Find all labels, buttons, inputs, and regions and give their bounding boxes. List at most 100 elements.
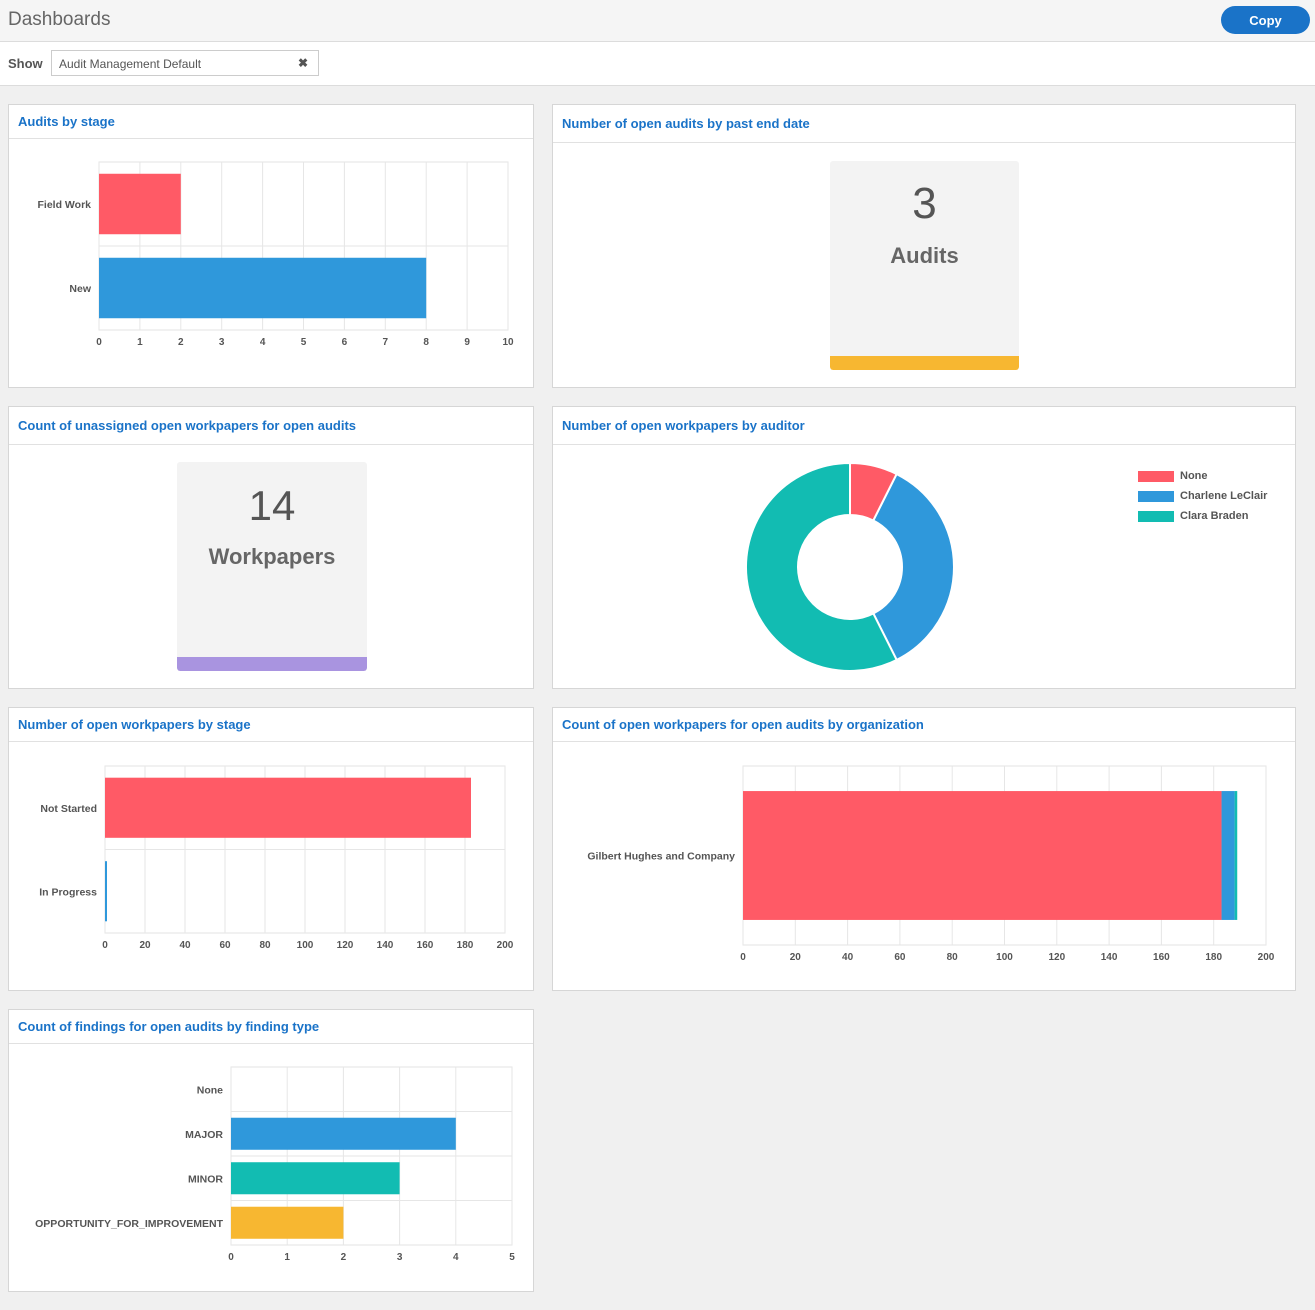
x-tick-label: 100 (996, 952, 1013, 963)
bar[interactable] (99, 173, 181, 235)
kpi-value: 3 (912, 179, 937, 228)
x-tick-label: 80 (259, 940, 271, 951)
filter-bar: Show Audit Management Default ✖ (0, 42, 1315, 86)
divider (9, 1043, 533, 1044)
x-tick-label: 100 (297, 940, 314, 951)
x-tick-label: 8 (423, 337, 429, 348)
x-tick-label: 180 (1205, 952, 1222, 963)
x-tick-label: 2 (178, 337, 184, 348)
x-tick-label: 0 (102, 940, 108, 951)
clear-icon[interactable]: ✖ (297, 56, 308, 70)
x-tick-label: 4 (453, 1252, 459, 1263)
x-tick-label: 5 (509, 1252, 515, 1263)
workpapers-by-org-chart: 0 20 40 60 80 100 120 140 160 180 200 Gilbert Hughe… (587, 765, 1275, 963)
x-tick-label: 80 (947, 952, 959, 963)
category-label: None (197, 1084, 223, 1096)
panel-workpapers-by-stage: Number of open workpapers by stage 0 20 40… (8, 707, 534, 991)
x-tick-label: 60 (219, 940, 231, 951)
panel-title: Count of open workpapers for open audits… (562, 717, 924, 732)
x-tick-label: 5 (301, 337, 307, 348)
panel-title: Audits by stage (18, 114, 115, 129)
category-label: Gilbert Hughes and Company (587, 851, 735, 863)
category-label: MAJOR (185, 1129, 223, 1141)
kpi-color-bar (830, 356, 1019, 370)
top-bar: Dashboards Copy (0, 0, 1315, 42)
panel-workpapers-by-auditor: Number of open workpapers by auditor Non… (552, 406, 1296, 689)
category-label: New (69, 283, 91, 295)
donut-slice[interactable] (871, 472, 955, 662)
panel-workpapers-by-org: Count of open workpapers for open audits… (552, 707, 1296, 991)
kpi-value: 14 (248, 482, 296, 529)
x-tick-label: 160 (417, 940, 434, 951)
legend-swatch (1138, 511, 1174, 522)
bar[interactable] (105, 861, 107, 922)
show-label: Show (8, 56, 43, 71)
x-tick-label: 1 (284, 1252, 290, 1263)
workpapers-by-auditor-donut (745, 461, 955, 672)
x-tick-label: 180 (457, 940, 474, 951)
panel-title: Count of findings for open audits by fin… (18, 1019, 320, 1034)
panel-title: Number of open audits by past end date (562, 116, 810, 131)
x-tick-label: 0 (228, 1252, 234, 1263)
findings-by-type-chart: 0 1 2 3 4 5 None MAJOR MINOR OPPORTUNITY_FOR_IMPR… (35, 1066, 515, 1263)
divider (9, 444, 533, 445)
category-label: Field Work (38, 199, 92, 211)
category-label: In Progress (39, 886, 97, 898)
x-tick-label: 200 (1258, 952, 1275, 963)
x-tick-label: 40 (842, 952, 854, 963)
x-tick-label: 120 (337, 940, 354, 951)
x-tick-label: 6 (342, 337, 348, 348)
bar[interactable] (231, 1117, 456, 1150)
x-tick-label: 140 (377, 940, 394, 951)
bar[interactable] (105, 777, 471, 838)
x-tick-label: 200 (497, 940, 514, 951)
x-tick-label: 3 (397, 1252, 403, 1263)
bar-segment[interactable] (1234, 791, 1238, 920)
dashboard-select-value: Audit Management Default (59, 57, 202, 71)
page-title: Dashboards (8, 9, 111, 30)
donut-slice[interactable] (745, 461, 899, 672)
bar[interactable] (231, 1162, 400, 1195)
legend-label: None (1180, 470, 1208, 482)
copy-button[interactable]: Copy (1221, 6, 1310, 34)
divider (553, 741, 1295, 742)
kpi-label: Audits (890, 243, 959, 268)
kpi-tile[interactable]: 3 Audits (830, 161, 1019, 370)
audits-by-stage-chart: 0 1 2 3 4 5 6 7 8 9 10 Field Work New (38, 161, 514, 348)
category-label: OPPORTUNITY_FOR_IMPROVEMENT (35, 1218, 223, 1230)
x-tick-label: 140 (1101, 952, 1118, 963)
x-tick-label: 7 (383, 337, 389, 348)
workpapers-by-stage-chart: 0 20 40 60 80 100 120 140 160 180 200 Not Started In… (39, 765, 514, 951)
panel-open-audits-past-end: Number of open audits by past end date 3… (552, 104, 1296, 388)
x-tick-label: 40 (179, 940, 191, 951)
x-tick-label: 60 (894, 952, 906, 963)
divider (9, 741, 533, 742)
kpi-tile[interactable]: 14 Workpapers (177, 462, 367, 671)
x-tick-label: 120 (1048, 952, 1065, 963)
x-tick-label: 0 (96, 337, 102, 348)
x-tick-label: 4 (260, 337, 266, 348)
panel-title: Count of unassigned open workpapers for … (18, 418, 357, 433)
legend-label: Charlene LeClair (1180, 490, 1268, 502)
x-tick-label: 10 (502, 337, 514, 348)
bar-segment[interactable] (1221, 791, 1235, 920)
category-label: Not Started (40, 803, 97, 815)
x-tick-label: 20 (790, 952, 802, 963)
x-tick-label: 160 (1153, 952, 1170, 963)
kpi-label: Workpapers (208, 544, 336, 569)
dashboard-select[interactable]: Audit Management Default ✖ (51, 50, 319, 76)
panel-title: Number of open workpapers by stage (18, 717, 251, 732)
bar-segment[interactable] (743, 791, 1222, 920)
bar[interactable] (99, 257, 427, 319)
legend-swatch (1138, 471, 1174, 482)
panel-findings-by-type: Count of findings for open audits by fin… (8, 1009, 534, 1292)
x-tick-label: 2 (341, 1252, 347, 1263)
panel-audits-by-stage: Audits by stage 0 1 2 3 4 5 6 7 8 9 10 Field Work Ne… (8, 104, 534, 388)
x-tick-label: 3 (219, 337, 225, 348)
category-label: MINOR (188, 1173, 223, 1185)
bar[interactable] (231, 1206, 344, 1239)
divider (9, 138, 533, 139)
legend-swatch (1138, 491, 1174, 502)
x-tick-label: 0 (740, 952, 746, 963)
panel-title: Number of open workpapers by auditor (562, 418, 805, 433)
